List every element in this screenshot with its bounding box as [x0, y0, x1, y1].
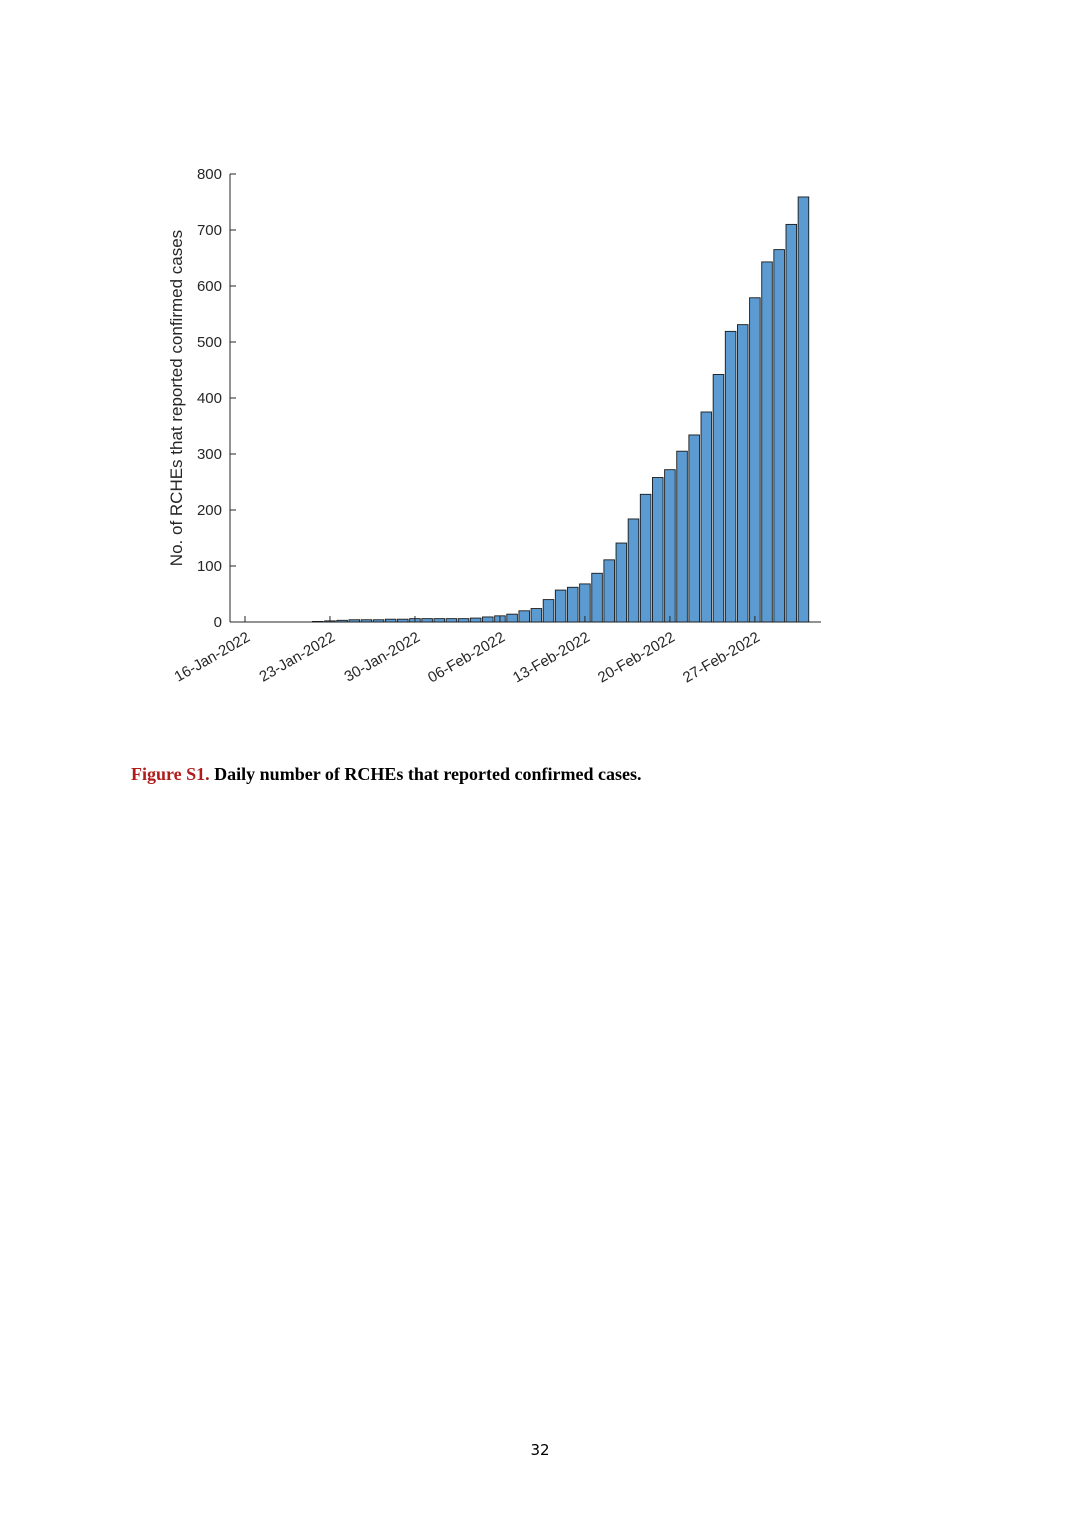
bar — [445, 618, 458, 623]
caption-label: Figure S1. — [131, 764, 210, 784]
y-tick-label: 0 — [214, 614, 222, 631]
x-tick-label: 06-Feb-2022 — [425, 629, 508, 687]
chart: No. of RCHEs that reported confirmed cas… — [167, 166, 821, 687]
bar — [676, 450, 688, 623]
x-tick-label: 23-Jan-2022 — [257, 629, 338, 686]
x-tick-label: 30-Jan-2022 — [342, 629, 423, 686]
bar — [384, 618, 397, 623]
y-tick-label: 800 — [197, 166, 222, 183]
page-number: 32 — [530, 1441, 550, 1459]
bar — [567, 586, 579, 623]
bar — [433, 618, 445, 623]
bar — [469, 617, 482, 623]
x-tick-label: 27-Feb-2022 — [680, 629, 763, 687]
bar — [749, 297, 761, 623]
bar — [652, 477, 664, 623]
bar — [312, 620, 324, 623]
y-tick-label: 500 — [197, 334, 222, 351]
bar — [348, 619, 361, 623]
y-axis-label: No. of RCHEs that reported confirmed cas… — [167, 230, 186, 566]
bar — [761, 261, 773, 623]
bar — [591, 572, 603, 623]
bar — [421, 618, 433, 623]
bar — [397, 618, 409, 623]
bar — [542, 599, 555, 623]
bar — [506, 613, 518, 623]
bar — [688, 434, 700, 623]
bar — [482, 616, 494, 623]
bar — [457, 618, 470, 623]
caption: Figure S1. Daily number of RCHEs that re… — [131, 764, 641, 785]
bar — [797, 196, 810, 623]
y-tick-label: 300 — [197, 446, 222, 463]
y-tick-label: 700 — [197, 222, 222, 239]
bar — [615, 542, 628, 623]
bar — [736, 324, 749, 623]
bar — [530, 608, 543, 623]
y-tick-label: 100 — [197, 558, 222, 575]
bar — [627, 518, 640, 623]
bar — [603, 559, 615, 623]
bar — [773, 249, 785, 623]
x-tick-label: 13-Feb-2022 — [510, 629, 593, 687]
bar — [336, 619, 348, 623]
bar — [785, 223, 798, 623]
caption-text: Daily number of RCHEs that reported conf… — [214, 764, 642, 784]
bar — [360, 619, 373, 623]
bar — [712, 374, 725, 623]
bar — [724, 330, 737, 623]
bar — [372, 619, 385, 623]
bar — [700, 411, 713, 623]
y-tick-label: 600 — [197, 278, 222, 295]
bar — [518, 610, 530, 623]
bar — [639, 493, 652, 623]
y-tick-label: 400 — [197, 390, 222, 407]
bar — [664, 469, 676, 623]
x-tick-label: 20-Feb-2022 — [595, 629, 678, 687]
bar — [554, 589, 567, 623]
y-tick-label: 200 — [197, 502, 222, 519]
x-tick-label: 16-Jan-2022 — [172, 629, 253, 686]
